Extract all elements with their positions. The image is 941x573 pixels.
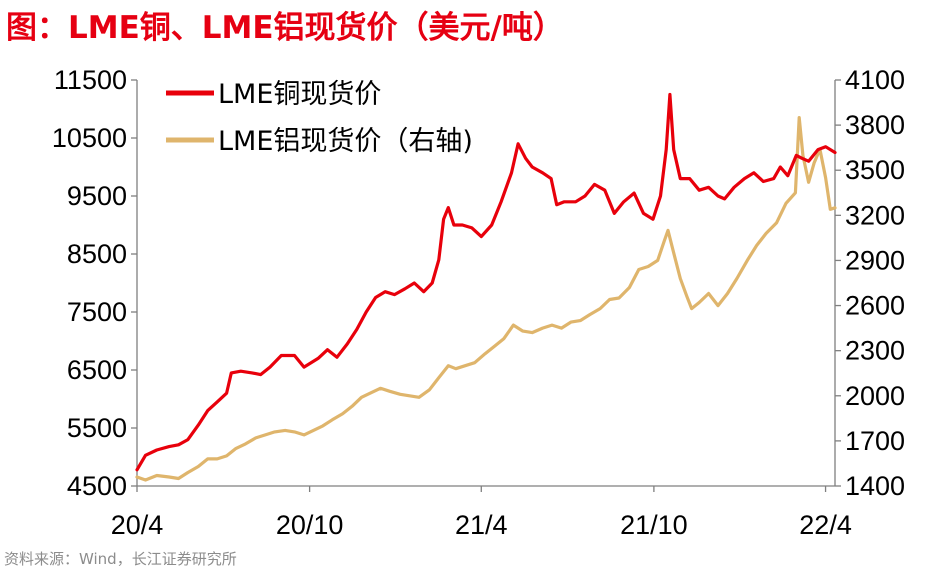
y-left-tick-label: 7500	[67, 297, 127, 327]
y-right-tick-label: 2000	[845, 381, 905, 411]
chart-title: 图：LME铜、LME铝现货价（美元/吨）	[6, 10, 564, 46]
y-left-tick-label: 6500	[67, 355, 127, 385]
x-tick-label: 20/4	[111, 510, 164, 540]
y-right-tick-label: 2300	[845, 336, 905, 366]
x-tick-label: 21/10	[620, 510, 688, 540]
y-right-tick-label: 1700	[845, 426, 905, 456]
y-right-tick-label: 3800	[845, 110, 905, 140]
series-lines	[135, 92, 837, 482]
y-right-tick-label: 4100	[845, 65, 905, 95]
x-tick-label: 20/10	[276, 510, 344, 540]
copper-price-line	[135, 92, 837, 472]
x-tick-label: 21/4	[455, 510, 508, 540]
y-right-tick-label: 1400	[845, 471, 905, 501]
y-right-tick-label: 2900	[845, 245, 905, 275]
y-right-tick-label: 3500	[845, 155, 905, 185]
y-right-tick-label: 3200	[845, 200, 905, 230]
legend: LME铜现货价 LME铝现货价（右轴)	[166, 79, 473, 157]
y-right-tick-label: 2600	[845, 291, 905, 321]
y-left-tick-label: 11500	[54, 65, 127, 95]
x-tick-label: 22/4	[799, 510, 852, 540]
axes: 4500 5500 6500 7500 8500 9500 10500 11500 1400 17…	[52, 65, 905, 540]
y-left-tick-label: 8500	[67, 239, 127, 269]
y-left-tick-label: 4500	[67, 471, 127, 501]
aluminum-price-line	[135, 115, 837, 482]
legend-label-aluminum: LME铝现货价（右轴)	[218, 126, 473, 157]
legend-label-copper: LME铜现货价	[218, 79, 381, 110]
y-left-tick-label: 5500	[67, 413, 127, 443]
y-left-tick-label: 10500	[52, 123, 127, 153]
y-left-tick-label: 9500	[67, 181, 127, 211]
source-note: 资料来源：Wind，长江证券研究所	[4, 550, 237, 568]
